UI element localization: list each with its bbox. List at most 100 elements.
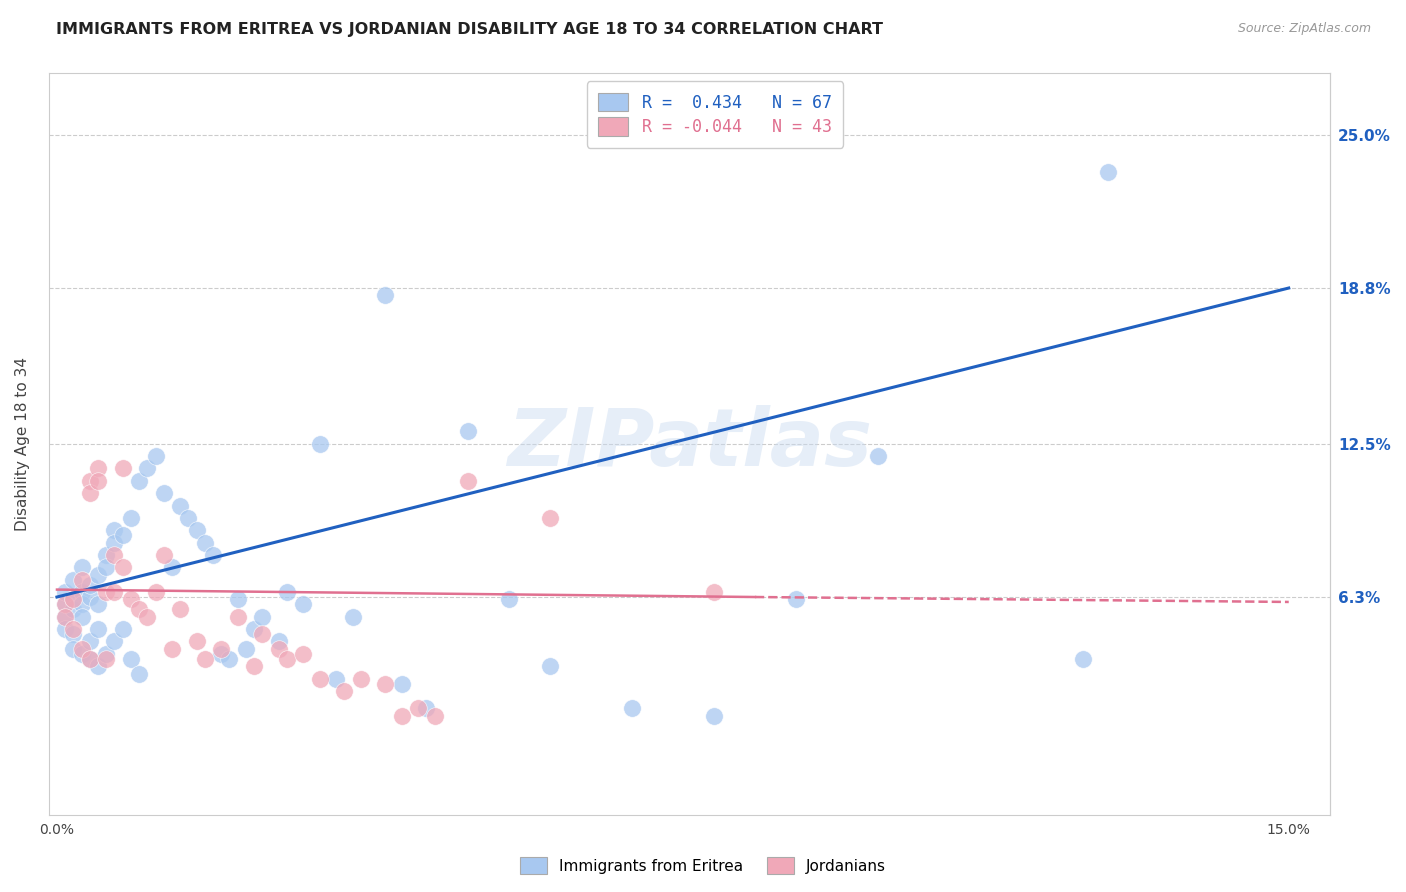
Point [62,627,84,641]
Point [325,672,347,686]
Point [620,701,643,715]
Point [209,641,232,656]
Point [186,634,208,648]
Point [415,701,437,715]
Point [120,511,142,525]
Point [103,535,125,549]
Point [226,609,249,624]
Point [70,573,93,587]
Point [267,641,290,656]
Point [538,511,561,525]
Point [79,486,101,500]
Point [87,659,110,673]
Point [53,585,76,599]
Point [308,436,330,450]
Legend: R =  0.434   N = 67, R = -0.044   N = 43: R = 0.434 N = 67, R = -0.044 N = 43 [586,81,844,148]
Point [152,548,174,562]
Point [243,659,266,673]
Point [111,622,134,636]
Point [145,585,167,599]
Point [201,548,224,562]
Point [62,573,84,587]
Point [96,647,118,661]
Point [87,598,110,612]
Point [868,449,890,463]
Point [128,474,150,488]
Point [53,609,76,624]
Point [194,652,217,666]
Point [70,560,93,574]
Point [70,641,93,656]
Point [406,701,429,715]
Point [292,647,315,661]
Point [160,641,183,656]
Legend: Immigrants from Eritrea, Jordanians: Immigrants from Eritrea, Jordanians [513,851,893,880]
Point [103,585,125,599]
Point [145,449,167,463]
Point [53,598,76,612]
Point [243,622,266,636]
Point [169,499,191,513]
Point [103,634,125,648]
Point [267,634,290,648]
Point [703,585,725,599]
Point [194,535,217,549]
Point [128,666,150,681]
Point [703,708,725,723]
Point [152,486,174,500]
Point [96,585,118,599]
Point [79,652,101,666]
Text: ZIPatlas: ZIPatlas [506,405,872,483]
Point [136,609,159,624]
Point [457,425,479,439]
Point [252,627,274,641]
Point [62,622,84,636]
Point [1073,652,1095,666]
Point [218,652,240,666]
Text: IMMIGRANTS FROM ERITREA VS JORDANIAN DISABILITY AGE 18 TO 34 CORRELATION CHART: IMMIGRANTS FROM ERITREA VS JORDANIAN DIS… [56,22,883,37]
Point [308,672,330,686]
Point [226,592,249,607]
Point [292,598,315,612]
Point [53,598,76,612]
Point [70,647,93,661]
Point [87,474,110,488]
Point [70,585,93,599]
Point [252,609,274,624]
Point [136,461,159,475]
Point [276,652,298,666]
Point [350,672,373,686]
Point [423,708,446,723]
Point [120,592,142,607]
Point [79,634,101,648]
Point [96,652,118,666]
Point [186,523,208,537]
Point [96,560,118,574]
Point [538,659,561,673]
Point [342,609,364,624]
Y-axis label: Disability Age 18 to 34: Disability Age 18 to 34 [15,357,30,531]
Point [374,288,396,302]
Point [111,461,134,475]
Point [103,548,125,562]
Point [120,652,142,666]
Point [235,641,257,656]
Point [785,592,807,607]
Point [79,474,101,488]
Point [111,560,134,574]
Point [209,647,232,661]
Point [391,708,413,723]
Point [70,598,93,612]
Point [276,585,298,599]
Point [53,622,76,636]
Point [1097,165,1119,179]
Point [62,602,84,616]
Point [79,577,101,591]
Point [62,592,84,607]
Point [391,676,413,690]
Point [374,676,396,690]
Point [177,511,200,525]
Point [87,622,110,636]
Point [111,528,134,542]
Point [79,590,101,604]
